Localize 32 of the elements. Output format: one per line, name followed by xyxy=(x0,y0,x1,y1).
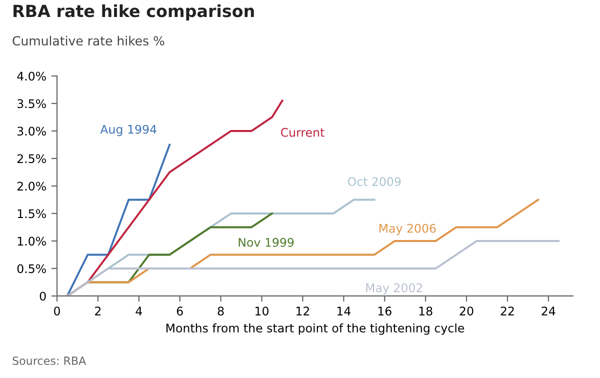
series-label: Oct 2009 xyxy=(348,177,401,186)
x-tick-label: 8 xyxy=(218,306,224,316)
series-label: Aug 1994 xyxy=(100,124,156,136)
x-tick-label: 12 xyxy=(296,306,310,316)
x-tick-label: 10 xyxy=(256,306,268,316)
x-tick-label: 18 xyxy=(419,306,432,316)
source-note: Sources: RBA xyxy=(12,356,86,365)
x-tick-label: 16 xyxy=(378,306,392,316)
y-tick-label: 3.5% xyxy=(17,99,46,108)
y-tick-label: 0 xyxy=(40,292,46,301)
series-label: May 2002 xyxy=(366,283,422,295)
chart-title: RBA rate hike comparison xyxy=(14,4,254,20)
x-tick-label: 4 xyxy=(136,306,142,316)
x-tick-label: 22 xyxy=(500,306,514,316)
x-tick-label: 20 xyxy=(460,306,474,316)
series-label: Nov 1999 xyxy=(238,238,294,247)
x-tick-label: 2 xyxy=(95,306,101,316)
y-tick-label: 1.0% xyxy=(18,236,46,246)
chart-subtitle: Cumulative rate hikes % xyxy=(12,36,164,46)
x-tick-label: 24 xyxy=(542,306,556,316)
series-label: Current xyxy=(280,128,324,137)
y-tick-label: 4.0% xyxy=(17,72,46,81)
series-label: May 2006 xyxy=(379,224,436,236)
x-axis-title: Months from the start point of the tightening cycle xyxy=(166,323,464,335)
y-tick-label: 0.5% xyxy=(17,264,46,274)
y-tick-label: 2.5% xyxy=(17,154,46,164)
y-tick-label: 1.5% xyxy=(18,209,46,218)
y-tick-label: 2.0% xyxy=(17,182,46,191)
x-tick-label: 0 xyxy=(54,306,60,316)
y-tick-label: 3.0% xyxy=(17,126,46,136)
x-tick-label: 14 xyxy=(337,306,351,316)
x-tick-label: 6 xyxy=(176,306,183,316)
